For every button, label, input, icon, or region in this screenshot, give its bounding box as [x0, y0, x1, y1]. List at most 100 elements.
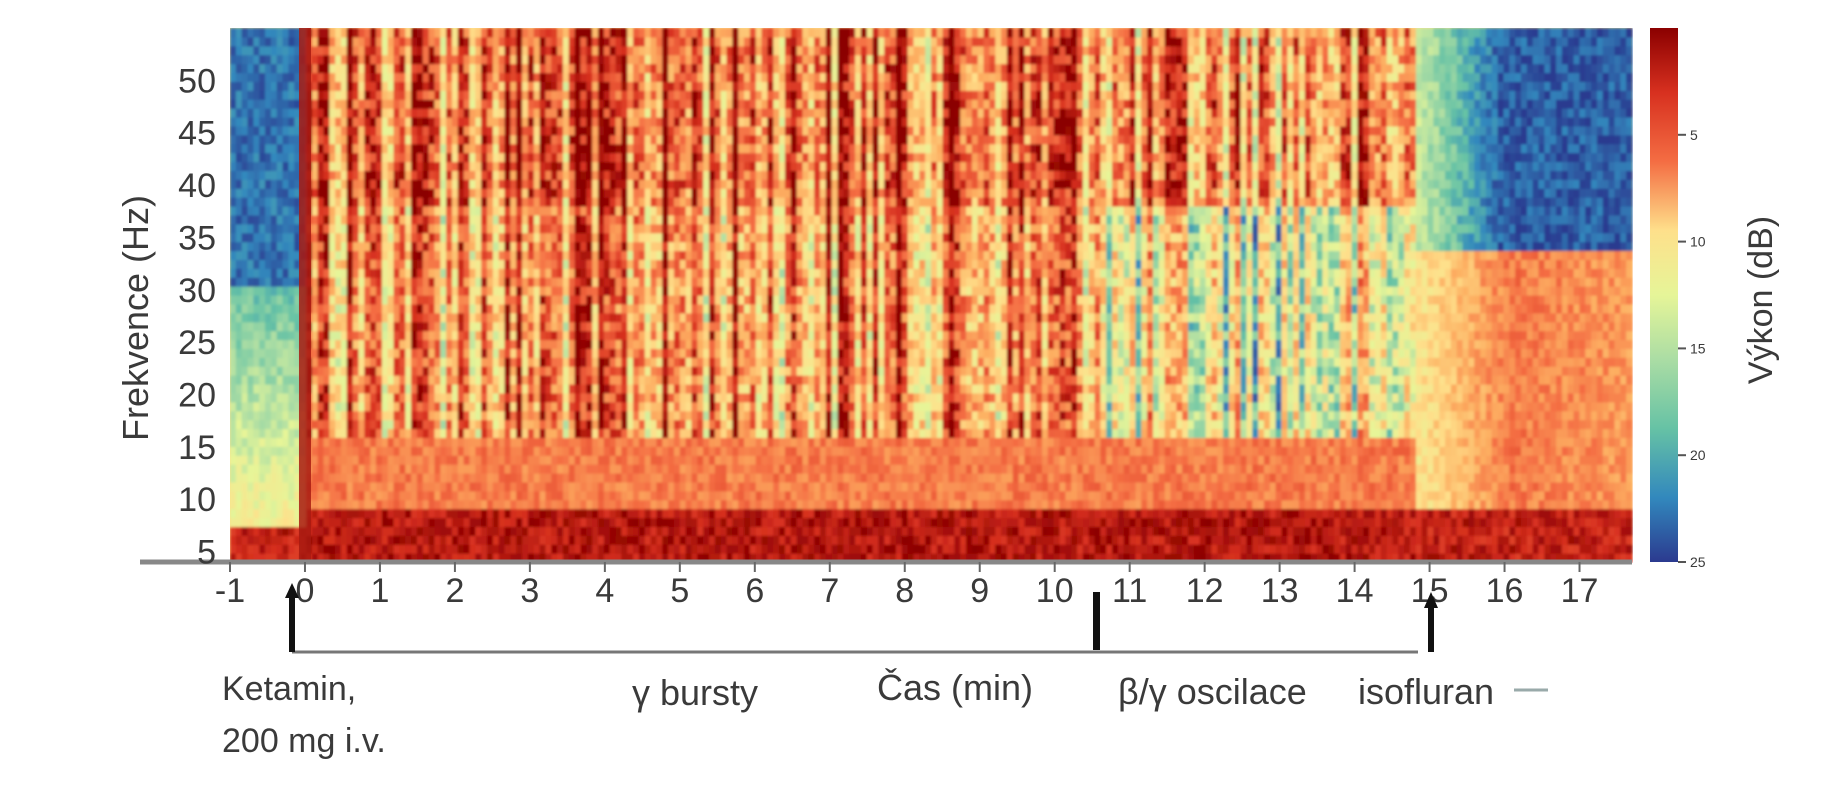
- heatmap-cell: [603, 268, 611, 278]
- heatmap-cell: [650, 214, 658, 225]
- heatmap-cell: [434, 232, 441, 243]
- heatmap-cell: [662, 437, 669, 447]
- heatmap-cell: [568, 125, 576, 136]
- heatmap-cell: [492, 410, 500, 421]
- heatmap-cell: [557, 250, 564, 260]
- heatmap-cell: [469, 410, 476, 421]
- heatmap-cell: [230, 197, 237, 207]
- heatmap-cell: [411, 108, 418, 118]
- heatmap-cell: [551, 36, 558, 47]
- heatmap-cell: [247, 214, 254, 225]
- heatmap-cell: [434, 268, 441, 278]
- heatmap-cell: [253, 437, 260, 447]
- heatmap-cell: [644, 366, 652, 376]
- heatmap-cell: [259, 161, 266, 171]
- heatmap-cell: [364, 428, 371, 438]
- heatmap-cell: [393, 125, 401, 136]
- heatmap-cell: [668, 170, 675, 180]
- heatmap-cell: [422, 117, 430, 127]
- heatmap-cell: [703, 455, 710, 465]
- heatmap-cell: [633, 535, 640, 545]
- heatmap-cell: [638, 134, 646, 145]
- heatmap-cell: [697, 99, 704, 109]
- heatmap-cell: [451, 535, 459, 545]
- heatmap-cell: [574, 223, 582, 234]
- heatmap-cell: [259, 134, 266, 145]
- heatmap-cell: [475, 125, 482, 136]
- heatmap-cell: [562, 241, 570, 252]
- heatmap-cell: [241, 321, 249, 332]
- heatmap-cell: [253, 357, 260, 367]
- heatmap-cell: [387, 277, 395, 287]
- heatmap-cell: [522, 134, 529, 145]
- heatmap-cell: [668, 108, 675, 118]
- heatmap-cell: [463, 36, 471, 47]
- heatmap-cell: [633, 455, 640, 465]
- heatmap-cell: [691, 277, 698, 287]
- heatmap-cell: [428, 553, 436, 563]
- heatmap-cell: [685, 526, 693, 536]
- heatmap-cell: [568, 170, 576, 180]
- heatmap-cell: [259, 508, 266, 519]
- heatmap-cell: [451, 125, 459, 136]
- heatmap-cell: [650, 481, 658, 492]
- heatmap-cell: [311, 99, 319, 109]
- heatmap-cell: [492, 143, 500, 154]
- heatmap-cell: [247, 161, 254, 171]
- heatmap-cell: [387, 179, 395, 189]
- heatmap-cell: [288, 535, 295, 545]
- heatmap-cell: [381, 170, 389, 180]
- heatmap-cell: [522, 250, 529, 260]
- heatmap-cell: [709, 250, 716, 260]
- heatmap-cell: [498, 303, 506, 314]
- heatmap-cell: [638, 90, 646, 100]
- heatmap-cell: [451, 473, 459, 483]
- heatmap-cell: [703, 384, 710, 394]
- heatmap-cell: [428, 481, 436, 492]
- heatmap-cell: [592, 366, 599, 376]
- heatmap-cell: [709, 330, 716, 341]
- heatmap-cell: [446, 357, 453, 367]
- heatmap-cell: [270, 553, 278, 563]
- heatmap-cell: [703, 170, 710, 180]
- heatmap-cell: [627, 410, 634, 421]
- heatmap-cell: [609, 544, 617, 554]
- heatmap-cell: [638, 348, 646, 358]
- heatmap-cell: [405, 250, 412, 260]
- heatmap-cell: [644, 295, 652, 305]
- heatmap-cell: [422, 517, 430, 527]
- heatmap-cell: [615, 117, 622, 127]
- heatmap-cell: [276, 90, 284, 100]
- heatmap-cell: [598, 250, 605, 260]
- heatmap-cell: [498, 392, 506, 403]
- heatmap-cell: [487, 188, 494, 198]
- heatmap-cell: [352, 170, 360, 180]
- heatmap-cell: [276, 28, 284, 38]
- heatmap-cell: [551, 45, 558, 56]
- heatmap-cell: [317, 553, 325, 563]
- heatmap-cell: [650, 206, 658, 216]
- heatmap-cell: [615, 339, 622, 349]
- heatmap-cell: [662, 214, 669, 225]
- heatmap-cell: [492, 553, 500, 563]
- heatmap-cell: [533, 339, 541, 349]
- heatmap-cell: [428, 366, 436, 376]
- heatmap-cell: [615, 143, 622, 154]
- heatmap-cell: [709, 45, 716, 56]
- heatmap-cell: [527, 437, 535, 447]
- heatmap-cell: [294, 134, 301, 145]
- heatmap-cell: [323, 214, 330, 225]
- heatmap-cell: [265, 214, 272, 225]
- heatmap-cell: [446, 410, 453, 421]
- heatmap-cell: [516, 268, 523, 278]
- heatmap-cell: [574, 553, 582, 563]
- heatmap-cell: [492, 490, 500, 501]
- heatmap-cell: [679, 392, 687, 403]
- heatmap-cell: [498, 410, 506, 421]
- heatmap-cell: [265, 108, 272, 118]
- heatmap-cell: [516, 36, 523, 47]
- heatmap-cell: [247, 499, 254, 510]
- heatmap-cell: [399, 188, 406, 198]
- heatmap-cell: [323, 366, 330, 376]
- heatmap-cell: [627, 250, 634, 260]
